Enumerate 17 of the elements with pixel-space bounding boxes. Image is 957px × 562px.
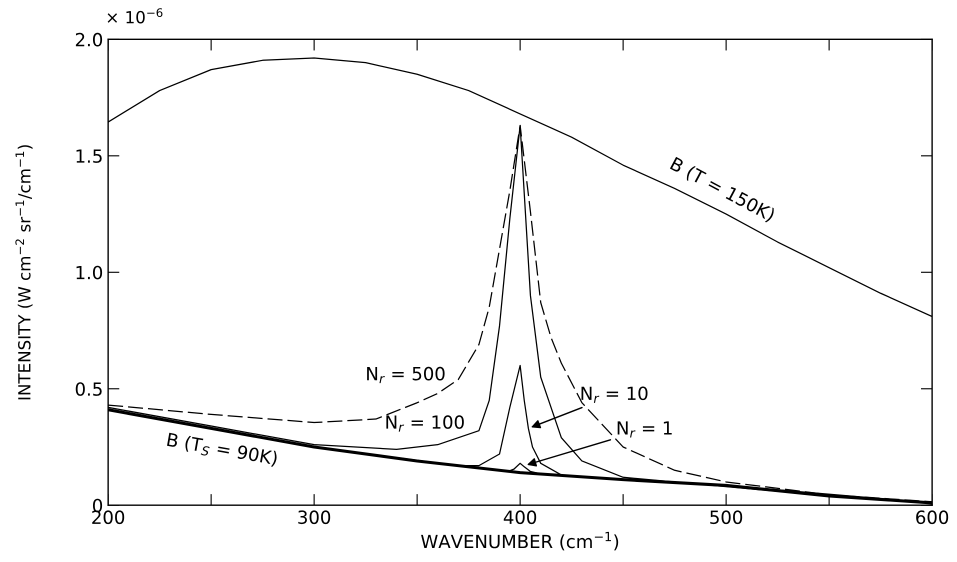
x-tick-label: 500 bbox=[710, 510, 742, 524]
y-tick-label: 1.0 bbox=[76, 266, 102, 280]
annotation: N$_{r}$ = 500 bbox=[367, 366, 445, 384]
x-tick-label: 600 bbox=[916, 510, 948, 524]
y-tick-label: 2.0 bbox=[76, 32, 102, 46]
y-tick-label: 0.5 bbox=[76, 382, 102, 396]
annotation: B (T$_{S}$ = 90K) bbox=[166, 432, 278, 468]
x-tick-label: 200 bbox=[92, 510, 124, 524]
y-tick-label: 1.5 bbox=[76, 150, 102, 163]
y-axis-title: INTENSITY (W cm$^{−2}$ sr$^{−1}$/cm$^{−1}$) bbox=[15, 145, 33, 400]
annotation: N$_{r}$ = 100 bbox=[386, 415, 464, 432]
x-tick-label: 400 bbox=[504, 510, 536, 524]
x-axis-title: WAVENUMBER (cm$^{−1}$) bbox=[421, 532, 618, 550]
annotation: N$_{r}$ = 1 bbox=[618, 421, 672, 438]
text: × 10$^{−6}$ bbox=[108, 8, 162, 24]
x-tick-label: 300 bbox=[298, 510, 330, 524]
annotation: N$_{r}$ = 10 bbox=[582, 386, 648, 403]
